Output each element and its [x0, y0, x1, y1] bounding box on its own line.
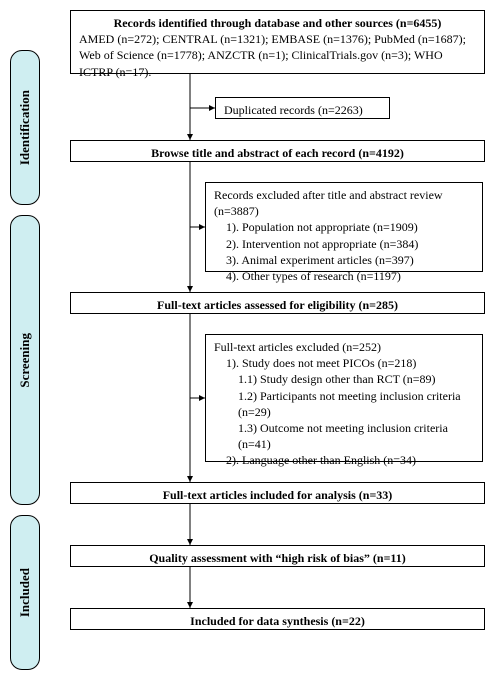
box-title: Browse title and abstract of each record…	[151, 146, 404, 160]
stage-screening: Screening	[10, 215, 40, 505]
box-duplicated: Duplicated records (n=2263)	[215, 97, 390, 119]
box-final: Included for data synthesis (n=22)	[70, 608, 485, 630]
list-item: 2). Language other than English (n=34)	[214, 452, 474, 468]
stage-label-text: Identification	[17, 90, 33, 165]
flowchart-container: Identification Screening Included Record…	[0, 0, 500, 676]
box-excluded-title-abs: Records excluded after title and abstrac…	[205, 182, 483, 272]
list-item: 1.1) Study design other than RCT (n=89)	[214, 371, 474, 387]
box-body: AMED (n=272); CENTRAL (n=1321); EMBASE (…	[79, 31, 476, 80]
list-item: 3). Animal experiment articles (n=397)	[214, 252, 474, 268]
list-item: 4). Other types of research (n=1197)	[214, 268, 474, 284]
box-title: Quality assessment with “high risk of bi…	[149, 551, 406, 565]
box-title: Included for data synthesis (n=22)	[190, 614, 365, 628]
list-item: 1). Study does not meet PICOs (n=218)	[214, 355, 474, 371]
list-item: 2). Intervention not appropriate (n=384)	[214, 236, 474, 252]
stage-included: Included	[10, 515, 40, 670]
box-title: Full-text articles excluded (n=252)	[214, 339, 474, 355]
stage-label-text: Included	[17, 568, 33, 617]
box-title: Duplicated records (n=2263)	[224, 103, 363, 117]
box-fulltext-included: Full-text articles included for analysis…	[70, 482, 485, 504]
list-item: 1.2) Participants not meeting inclusion …	[214, 388, 474, 420]
box-title: Records excluded after title and abstrac…	[214, 187, 474, 219]
box-records-identified: Records identified through database and …	[70, 10, 485, 74]
stage-identification: Identification	[10, 50, 40, 205]
box-fulltext-assessed: Full-text articles assessed for eligibil…	[70, 292, 485, 314]
list-item: 1.3) Outcome not meeting inclusion crite…	[214, 420, 474, 452]
box-title: Full-text articles included for analysis…	[163, 488, 393, 502]
box-quality: Quality assessment with “high risk of bi…	[70, 545, 485, 567]
box-title: Records identified through database and …	[79, 15, 476, 31]
list-item: 1). Population not appropriate (n=1909)	[214, 219, 474, 235]
stage-label-text: Screening	[17, 333, 33, 388]
box-browse-title: Browse title and abstract of each record…	[70, 140, 485, 162]
box-title: Full-text articles assessed for eligibil…	[157, 298, 398, 312]
box-fulltext-excluded: Full-text articles excluded (n=252) 1). …	[205, 334, 483, 462]
